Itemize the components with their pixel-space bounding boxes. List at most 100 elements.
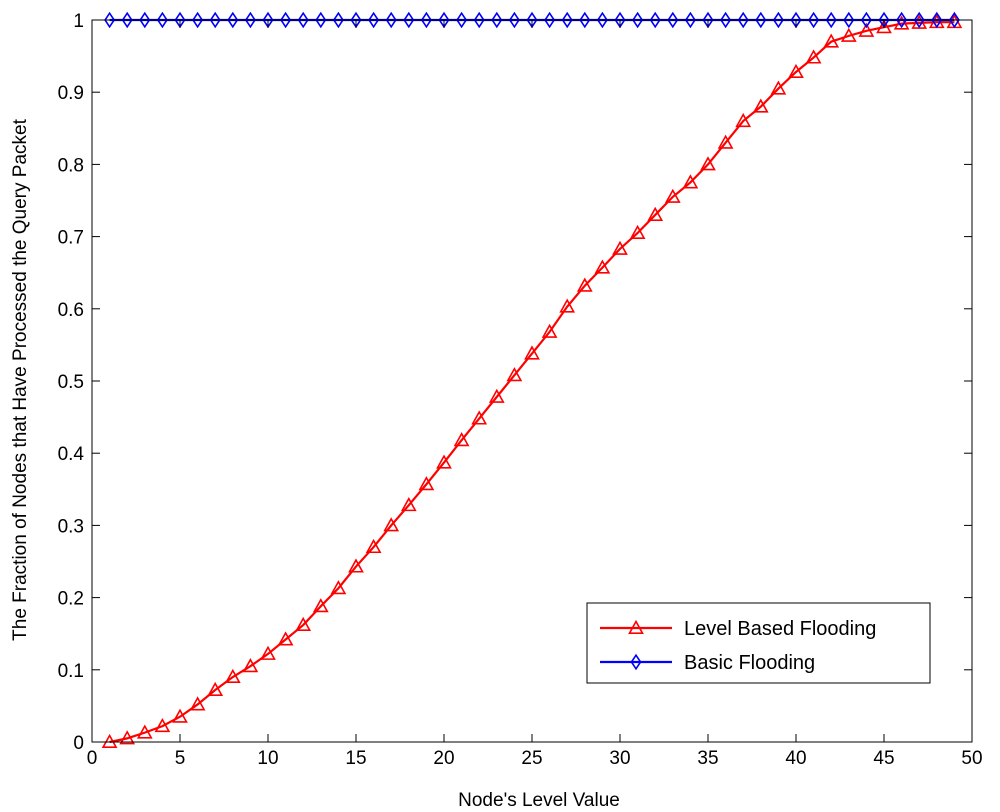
data-point [755,11,767,29]
data-point [189,696,206,711]
data-point [561,11,573,29]
data-point [823,33,840,48]
data-point [913,11,925,29]
legend-item-basic-flooding: Basic Flooding [600,652,815,674]
x-tick-label: 0 [87,748,98,769]
data-point [579,11,591,29]
data-point [280,11,292,29]
data-point [840,27,857,42]
data-point [172,708,188,723]
x-tick-label: 35 [697,748,718,769]
data-point [629,224,646,239]
data-point [330,580,347,595]
data-point [453,432,470,447]
data-point [752,98,769,113]
data-point [312,598,329,613]
y-tick-label: 0.4 [58,444,85,465]
data-point [506,367,523,382]
y-tick-label: 0.8 [58,155,84,176]
x-tick-label: 15 [345,748,366,769]
data-point [647,206,664,221]
data-point [541,323,558,338]
data-point [594,259,611,274]
data-point [332,11,344,29]
x-tick-label: 20 [433,748,454,769]
legend: Level Based Flooding Basic Flooding [586,602,931,684]
data-point [348,558,364,573]
data-point [385,11,397,29]
data-point [295,616,312,632]
data-point [488,388,505,403]
data-point [843,11,855,29]
data-point [524,345,540,360]
data-point [471,410,488,425]
data-point [436,454,452,469]
data-point [860,11,872,29]
series-line [109,21,955,744]
data-point [948,11,960,29]
legend-marker [628,619,644,635]
data-point [101,733,118,749]
data-point [858,22,875,37]
data-point [383,517,400,532]
data-point [207,681,224,697]
y-tick-label: 0 [73,733,84,754]
data-point [559,298,576,313]
data-point [896,11,908,29]
y-tick-label: 0.3 [58,516,84,537]
data-point [420,11,432,29]
data-point [544,11,556,29]
data-point [808,11,820,29]
data-point [700,156,716,171]
data-point [735,112,752,128]
data-point [682,174,699,189]
data-point [664,188,681,203]
data-point [400,497,417,512]
data-point [876,19,892,34]
data-point [456,11,468,29]
data-point [931,11,943,29]
data-point [121,11,133,29]
data-point [242,658,259,673]
data-point [805,49,822,64]
y-tick-label: 1 [73,11,84,32]
data-point [368,11,380,29]
y-tick-label: 0.2 [58,589,84,610]
data-point [596,11,608,29]
y-tick-label: 0.6 [58,300,84,321]
legend-item-level-based-flooding: Level Based Flooding [600,618,876,640]
x-tick-label: 40 [785,748,806,769]
data-point [192,11,204,29]
data-point [632,11,644,29]
y-tick-label: 0.1 [58,661,84,682]
x-tick-label: 5 [175,748,186,769]
legend-label: Level Based Flooding [684,618,876,640]
legend-marker [630,653,642,671]
x-tick-label: 10 [257,748,278,769]
data-point [720,11,732,29]
x-tick-label: 30 [609,748,630,769]
data-point [224,668,241,684]
data-point [649,11,661,29]
legend-label: Basic Flooding [684,652,815,674]
data-point [136,724,153,739]
data-point [139,11,151,29]
data-point [315,11,327,29]
y-axis-label: The Fraction of Nodes that Have Processe… [10,118,31,640]
data-point [297,11,309,29]
axes: 0 5 10 15 20 25 30 35 40 45 50 0 0.1 0.2 0.3 0.4 0.5 0.6 0… [58,11,983,769]
series-level-based-flooding [101,14,963,749]
data-point [227,11,239,29]
data-point [104,11,116,29]
x-tick-label: 45 [873,748,894,769]
data-point [612,240,628,255]
legend-box [586,602,931,684]
data-point [154,717,171,733]
data-point [119,730,136,745]
data-point [788,63,804,78]
x-tick-label: 50 [961,748,982,769]
data-point [667,11,679,29]
data-point [684,11,696,29]
data-point [737,11,749,29]
